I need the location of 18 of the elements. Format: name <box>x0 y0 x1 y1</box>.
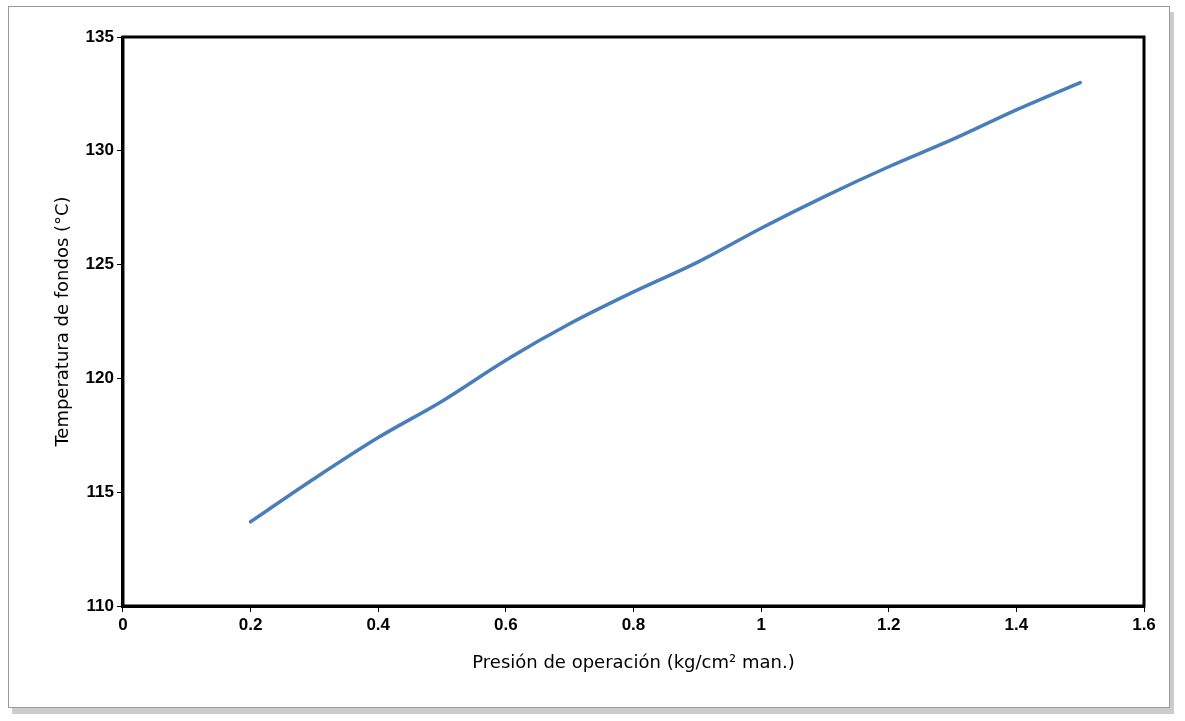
x-axis-title: Presión de operación (kg/cm² man.) <box>472 650 795 672</box>
y-tick-label: 115 <box>86 481 114 501</box>
y-tick-label: 120 <box>85 368 114 388</box>
y-tick-label: 125 <box>85 254 114 274</box>
x-tick-label: 0.4 <box>366 614 391 634</box>
x-tick-label: 1 <box>756 614 766 634</box>
line-series <box>248 80 1082 524</box>
x-tick-label: 1.4 <box>1004 614 1029 634</box>
x-tick-label: 1.2 <box>876 614 901 634</box>
y-tick-label: 130 <box>85 140 114 160</box>
y-axis-title: Temperatura de fondos (°C) <box>51 196 73 448</box>
x-tick-label: 0.6 <box>494 614 518 634</box>
x-tick-label: 1.6 <box>1132 614 1156 634</box>
x-tick-label: 0.8 <box>621 614 646 634</box>
y-tick-label: 110 <box>86 595 114 615</box>
x-tick-label: 0 <box>118 614 128 634</box>
y-tick-label: 135 <box>85 26 114 46</box>
x-tick-label: 0.2 <box>238 614 263 634</box>
